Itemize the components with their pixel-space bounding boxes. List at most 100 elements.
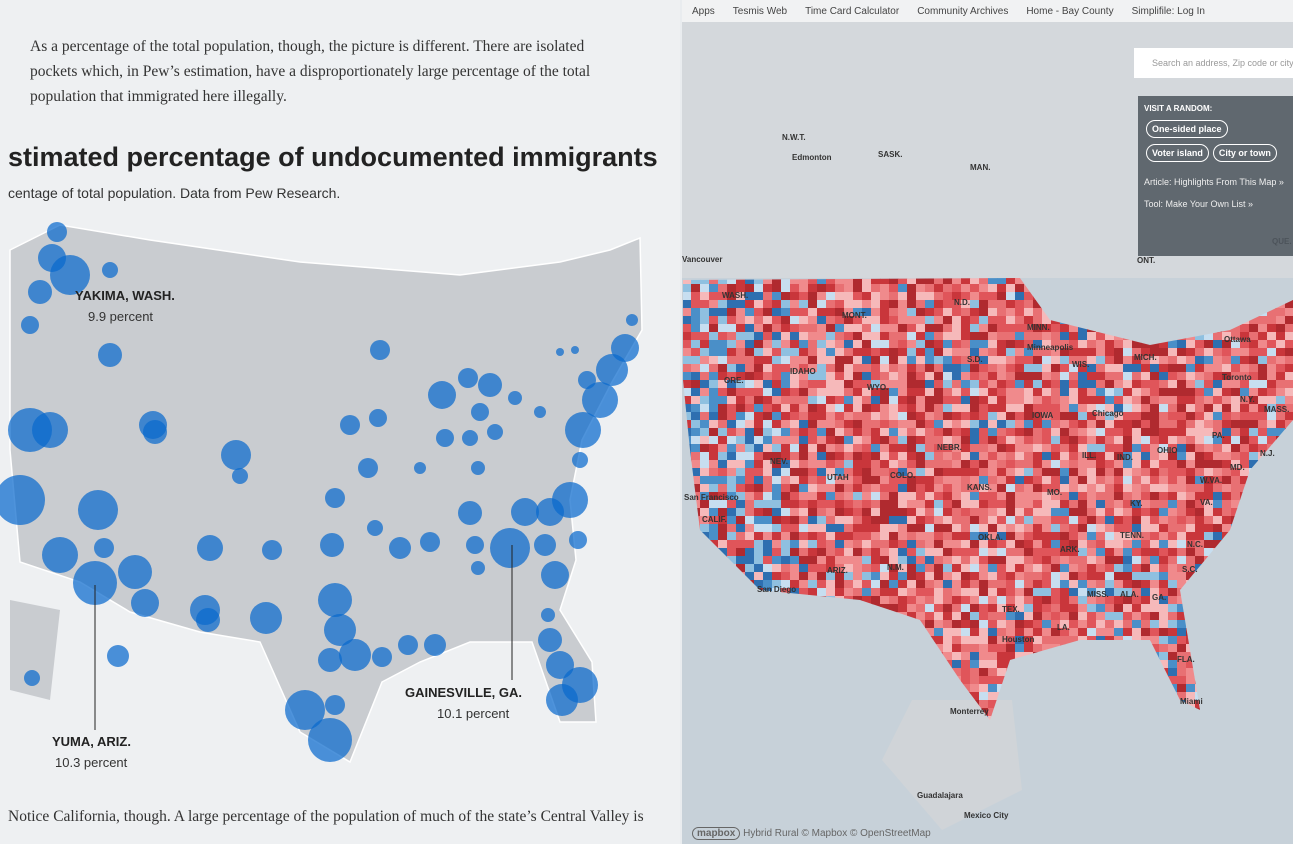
county — [727, 540, 737, 549]
county — [1168, 324, 1178, 333]
county — [1114, 420, 1124, 429]
county — [862, 500, 872, 509]
bookmark[interactable]: Simplifile: Log In — [1132, 6, 1205, 17]
county — [1267, 620, 1277, 629]
county — [1042, 436, 1052, 445]
county — [925, 668, 935, 677]
county — [1033, 308, 1043, 317]
county — [871, 620, 881, 629]
county — [718, 596, 728, 605]
county — [1213, 564, 1223, 573]
county — [772, 436, 782, 445]
county — [700, 316, 710, 325]
bookmark[interactable]: Tesmis Web — [733, 6, 787, 17]
county — [1141, 668, 1151, 677]
county — [1132, 716, 1142, 725]
county — [709, 412, 719, 421]
county — [1087, 604, 1097, 613]
county — [817, 492, 827, 501]
panel-link[interactable]: Article: Highlights From This Map » — [1144, 177, 1287, 187]
county — [1231, 484, 1241, 493]
map-label: UTAH — [827, 473, 849, 482]
county — [934, 596, 944, 605]
county — [997, 364, 1007, 373]
county — [1177, 604, 1187, 613]
county — [709, 316, 719, 325]
county — [853, 500, 863, 509]
county — [808, 436, 818, 445]
county — [700, 380, 710, 389]
county — [952, 412, 962, 421]
county — [1159, 364, 1169, 373]
county — [862, 340, 872, 349]
county — [1051, 692, 1061, 701]
county — [1258, 300, 1268, 309]
panel-button[interactable]: Voter island — [1146, 144, 1209, 162]
county — [916, 324, 926, 333]
county — [1159, 508, 1169, 517]
panel-button[interactable]: City or town — [1213, 144, 1277, 162]
bookmark[interactable]: Apps — [692, 6, 715, 17]
county — [1141, 684, 1151, 693]
bookmark[interactable]: Home - Bay County — [1026, 6, 1113, 17]
county — [1276, 396, 1286, 405]
panel-link[interactable]: Tool: Make Your Own List » — [1144, 199, 1287, 209]
bookmark[interactable]: Time Card Calculator — [805, 6, 899, 17]
bubble — [47, 222, 67, 242]
bubble — [490, 528, 530, 568]
county — [700, 604, 710, 613]
county — [1006, 452, 1016, 461]
county — [682, 516, 692, 525]
county — [817, 420, 827, 429]
county — [1060, 532, 1070, 541]
county — [790, 468, 800, 477]
county — [700, 644, 710, 653]
county — [1096, 396, 1106, 405]
county — [979, 460, 989, 469]
county — [1114, 668, 1124, 677]
search-box[interactable]: Search an address, Zip code or city — [1134, 48, 1293, 78]
county — [1177, 436, 1187, 445]
county — [1240, 612, 1250, 621]
county — [1042, 396, 1052, 405]
county — [700, 700, 710, 709]
county — [1276, 708, 1286, 717]
county — [835, 700, 845, 709]
bookmark[interactable]: Community Archives — [917, 6, 1008, 17]
county — [1006, 444, 1016, 453]
county — [1123, 676, 1133, 685]
county — [1078, 468, 1088, 477]
county — [871, 500, 881, 509]
county — [871, 492, 881, 501]
county — [1258, 612, 1268, 621]
county — [1078, 572, 1088, 581]
county — [1060, 316, 1070, 325]
county — [700, 724, 710, 733]
county — [907, 524, 917, 533]
county — [1231, 444, 1241, 453]
county — [1069, 524, 1079, 533]
county — [1078, 492, 1088, 501]
panel-button[interactable]: One-sided place — [1146, 120, 1228, 138]
county — [1168, 308, 1178, 317]
county — [1150, 636, 1160, 645]
county — [1123, 620, 1133, 629]
county — [691, 612, 701, 621]
county — [709, 356, 719, 365]
county — [880, 332, 890, 341]
county — [709, 404, 719, 413]
county — [1231, 548, 1241, 557]
county — [1123, 564, 1133, 573]
county — [844, 484, 854, 493]
county — [889, 676, 899, 685]
county — [934, 540, 944, 549]
county — [700, 388, 710, 397]
county — [1150, 468, 1160, 477]
county — [1132, 660, 1142, 669]
county — [835, 556, 845, 565]
county — [1249, 524, 1259, 533]
county — [1150, 308, 1160, 317]
county — [952, 604, 962, 613]
county — [952, 468, 962, 477]
county — [1258, 508, 1268, 517]
